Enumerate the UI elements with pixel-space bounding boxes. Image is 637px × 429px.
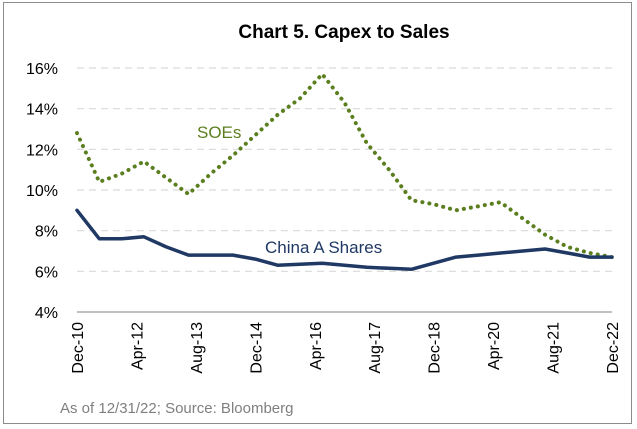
x-tick-label: Apr-16 bbox=[308, 322, 325, 370]
series-line-soes bbox=[75, 72, 614, 260]
x-tick-label: Aug-21 bbox=[546, 322, 563, 374]
y-axis-ticks: 4% 6% 8% 10% 12% 14% 16% bbox=[26, 61, 58, 322]
x-tick-label: Aug-13 bbox=[189, 322, 206, 374]
series-label-soes: SOEs bbox=[197, 123, 241, 142]
y-tick-label: 16% bbox=[26, 61, 58, 78]
series-line-china-a-shares bbox=[75, 208, 614, 272]
y-tick-label: 10% bbox=[26, 183, 58, 200]
series-label-china-a-shares: China A Shares bbox=[265, 238, 382, 257]
source-note: As of 12/31/22; Source: Bloomberg bbox=[60, 400, 293, 417]
x-tick-label: Dec-18 bbox=[427, 322, 444, 374]
chart-title: Chart 5. Capex to Sales bbox=[238, 22, 449, 43]
x-tick-label: Aug-17 bbox=[367, 322, 384, 374]
x-tick-label: Apr-20 bbox=[486, 322, 503, 370]
x-tick-label: Dec-14 bbox=[248, 322, 265, 374]
series-lines bbox=[75, 72, 614, 272]
y-tick-label: 14% bbox=[26, 102, 58, 119]
gridlines bbox=[77, 67, 612, 272]
y-tick-label: 6% bbox=[35, 264, 58, 281]
chart-frame bbox=[3, 2, 632, 424]
x-tick-label: Dec-22 bbox=[605, 322, 622, 374]
x-axis-ticks: Dec-10 Apr-12 Aug-13 Dec-14 Apr-16 Aug-17 Dec-… bbox=[70, 322, 622, 374]
x-tick-label: Apr-12 bbox=[129, 322, 146, 370]
y-tick-label: 4% bbox=[35, 305, 58, 322]
y-tick-label: 12% bbox=[26, 142, 58, 159]
y-tick-label: 8% bbox=[35, 224, 58, 241]
x-tick-label: Dec-10 bbox=[70, 322, 87, 374]
